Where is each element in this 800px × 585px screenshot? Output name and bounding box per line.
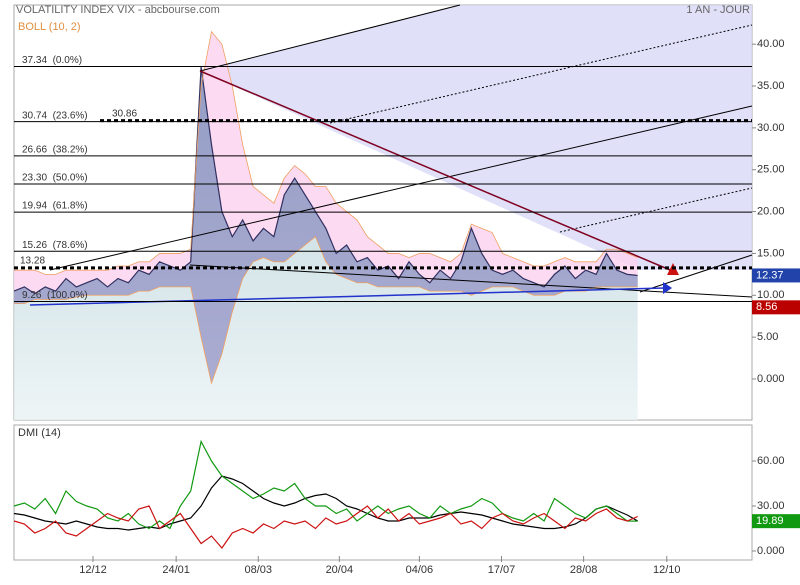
last-value-label: 19.89 <box>756 515 784 527</box>
fan-line <box>49 105 753 271</box>
y-tick-label: 20.00 <box>757 205 785 217</box>
band-fill <box>14 31 638 384</box>
y-tick-label: 35.00 <box>757 80 785 92</box>
drawings <box>29 4 753 306</box>
series-line <box>14 30 638 275</box>
y-tick-label: 30.00 <box>757 122 785 134</box>
x-tick-label: 17/07 <box>488 564 516 576</box>
y-tick-label: 5.00 <box>757 331 778 343</box>
y-tick-label: 30.00 <box>757 500 785 512</box>
series-line <box>13 66 638 295</box>
trend-line <box>189 264 753 298</box>
series-line <box>13 505 638 549</box>
last-value-box <box>752 514 800 529</box>
fan-line <box>199 4 461 72</box>
title: VOLATILITY INDEX VIX - abcbourse.com <box>16 4 220 16</box>
dmi-panel <box>13 424 753 561</box>
fib-label: 37.34 (0.0%) <box>22 55 82 66</box>
marker-arrow <box>663 282 672 294</box>
x-tick-label: 04/06 <box>406 564 434 576</box>
x-tick-label: 24/01 <box>162 564 190 576</box>
indicator-label: BOLL (10, 2) <box>18 21 81 33</box>
x-tick-label: 12/12 <box>79 564 107 576</box>
fib-label: 23.30 (50.0%) <box>22 173 88 184</box>
indicator-label: DMI (14) <box>18 427 61 439</box>
fib-label: 19.94 (61.8%) <box>22 201 88 212</box>
last-value-label: 12.37 <box>756 269 784 281</box>
fib-label: 26.66 (38.2%) <box>22 144 88 155</box>
series-line <box>13 475 638 531</box>
trend-line <box>29 287 666 306</box>
x-tick-label: 12/10 <box>653 564 681 576</box>
series-line <box>14 236 638 385</box>
marker-label: 8.56 <box>756 301 777 313</box>
level-label: 13.28 <box>20 255 45 266</box>
trend-line <box>199 70 671 271</box>
y-tick-label: 60.00 <box>757 455 785 467</box>
y-tick-label: 0.000 <box>757 373 785 385</box>
fib-label: 30.74 (23.6%) <box>22 110 88 121</box>
y-tick-label: 10.00 <box>757 289 785 301</box>
fan-line <box>639 254 753 293</box>
fan-zone <box>200 5 752 270</box>
x-tick-label: 08/03 <box>245 564 273 576</box>
marker-box <box>752 300 800 315</box>
period: 1 AN - JOUR <box>686 4 750 16</box>
y-tick-label: 15.00 <box>757 247 785 259</box>
last-value-box <box>752 268 800 283</box>
fib-label: 9.26 (100.0%) <box>22 290 88 301</box>
y-tick-label: 0.000 <box>757 545 785 557</box>
fib-label: 15.26 (78.6%) <box>22 240 88 251</box>
level-label: 30.86 <box>112 108 137 119</box>
y-tick-label: 25.00 <box>757 164 785 176</box>
fan-line <box>559 187 753 233</box>
fan-line <box>329 24 753 124</box>
x-tick-label: 28/08 <box>570 564 598 576</box>
x-tick-label: 20/04 <box>326 564 354 576</box>
series-line <box>13 439 638 530</box>
y-tick-label: 40.00 <box>757 38 785 50</box>
